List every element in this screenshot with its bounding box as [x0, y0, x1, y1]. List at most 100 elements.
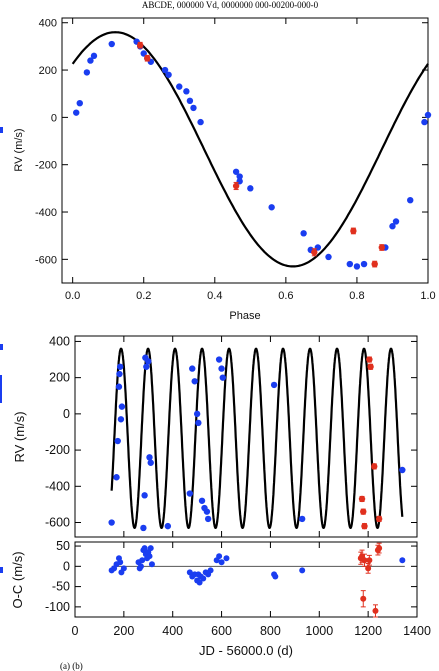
timeseries-point	[193, 410, 201, 418]
timeseries-point	[399, 466, 406, 474]
timeseries-point	[118, 403, 126, 410]
residuals-point	[148, 561, 155, 568]
residuals-point	[376, 545, 383, 552]
phase-point	[136, 42, 144, 49]
residuals-point	[137, 563, 144, 570]
residuals-x-tick-label: 1000	[305, 624, 333, 638]
phase-point	[350, 227, 357, 235]
phase-point	[389, 223, 396, 230]
residuals-x-tick-label: 1400	[403, 624, 431, 638]
timeseries-point	[116, 370, 123, 378]
phase-point	[268, 204, 275, 211]
residuals-point	[223, 555, 230, 562]
phase-x-tick-label: 0.2	[136, 290, 151, 302]
timeseries-y-tick-label: -200	[45, 443, 70, 457]
phase-x-tick-label: 0.4	[207, 290, 222, 302]
phase-point	[87, 57, 94, 64]
residuals-y-tick-label: 0	[63, 559, 70, 573]
phase-data-points	[73, 38, 432, 270]
phase-x-tick-label: 1.0	[420, 290, 435, 302]
timeseries-point	[358, 495, 366, 503]
timeseries-point	[298, 515, 306, 523]
residuals-x-axis: 0 200 400 600 800 1000 1200 1400	[72, 542, 431, 638]
page-header: ABCDE, 000000 Vd, 0000000 000-00200-000-…	[142, 0, 319, 10]
timeseries-point	[219, 374, 226, 381]
residuals-point	[366, 557, 373, 564]
phase-x-tick-label: 0.8	[349, 290, 364, 302]
timeseries-y-tick-label: 400	[49, 334, 70, 348]
residuals-point	[196, 579, 203, 586]
phase-panel: -600 -400 -200 0 200 400 0.0 0.2 0.4 0.6 0.8 1.0 P…	[13, 17, 436, 322]
residuals-point	[207, 567, 214, 574]
phase-y-axis: -600 -400 -200 0 200 400	[35, 18, 428, 266]
figure-caption-labels: (a) (b)	[60, 661, 83, 671]
phase-point	[232, 168, 240, 175]
timeseries-model-curve	[110, 347, 404, 529]
timeseries-point	[108, 519, 115, 526]
residuals-y-tick-label: -100	[45, 600, 70, 614]
timeseries-point	[116, 363, 124, 370]
timeseries-point	[113, 474, 120, 481]
timeseries-point	[140, 524, 147, 532]
timeseries-point	[114, 437, 121, 445]
residuals-x-tick-label: 1200	[354, 624, 382, 638]
phase-point	[197, 118, 204, 126]
phase-point	[90, 52, 98, 60]
residuals-point	[360, 595, 367, 602]
timeseries-point	[195, 419, 202, 427]
residuals-y-axis: -100 -50 0 50	[45, 539, 417, 614]
timeseries-point	[117, 416, 125, 423]
phase-point	[76, 99, 83, 107]
residuals-point	[147, 545, 154, 552]
residuals-y-tick-label: 50	[56, 539, 70, 553]
timeseries-y-tick-label: 200	[49, 371, 70, 385]
phase-point	[392, 218, 400, 225]
residuals-point	[361, 557, 368, 564]
residuals-y-axis-label: O-C (m/s)	[10, 551, 25, 608]
phase-x-axis-label: Phase	[229, 310, 260, 322]
phase-point	[407, 196, 414, 204]
phase-y-tick-label: -600	[35, 254, 57, 266]
residuals-point	[372, 607, 379, 614]
timeseries-y-axis: -600 -400 -200 0 200 400	[45, 334, 418, 537]
left-edge-mark	[0, 375, 2, 403]
residuals-point	[141, 545, 148, 552]
residuals-x-tick-label: 0	[72, 624, 79, 638]
residuals-x-axis-label: JD - 56000.0 (d)	[199, 643, 293, 658]
timeseries-data-points	[108, 354, 406, 532]
timeseries-point	[367, 363, 374, 370]
phase-point	[144, 55, 151, 62]
residuals-point	[146, 553, 153, 560]
residuals-point	[399, 557, 406, 564]
phase-y-tick-label: 0	[51, 112, 57, 124]
residuals-point	[139, 557, 146, 564]
timeseries-point	[371, 463, 378, 470]
phase-point	[346, 260, 354, 268]
timeseries-point	[147, 459, 154, 466]
residuals-point	[365, 565, 372, 572]
timeseries-point	[164, 522, 172, 530]
phase-point	[378, 244, 386, 251]
phase-point	[353, 263, 361, 270]
phase-y-tick-label: 400	[39, 18, 57, 30]
phase-point	[186, 97, 194, 105]
timeseries-y-axis-label: RV (m/s)	[12, 411, 27, 462]
residuals-plot-frame	[74, 541, 418, 618]
timeseries-point	[218, 365, 225, 372]
timeseries-point	[203, 508, 211, 515]
residuals-point	[272, 573, 279, 580]
timeseries-point	[186, 490, 194, 497]
phase-point	[371, 260, 378, 268]
phase-x-tick-label: 0.6	[278, 290, 293, 302]
residuals-panel: -100 -50 0 50 0 200 400 600 800 1000 1200 1400 JD …	[10, 539, 431, 658]
residuals-x-tick-label: 600	[211, 624, 232, 638]
phase-point	[247, 185, 254, 192]
timeseries-point	[189, 365, 196, 372]
phase-point	[236, 173, 243, 180]
timeseries-point	[360, 508, 367, 515]
phase-y-tick-label: -400	[35, 207, 57, 219]
residuals-data-points	[108, 542, 406, 618]
phase-point	[421, 118, 428, 126]
timeseries-point	[215, 356, 223, 363]
